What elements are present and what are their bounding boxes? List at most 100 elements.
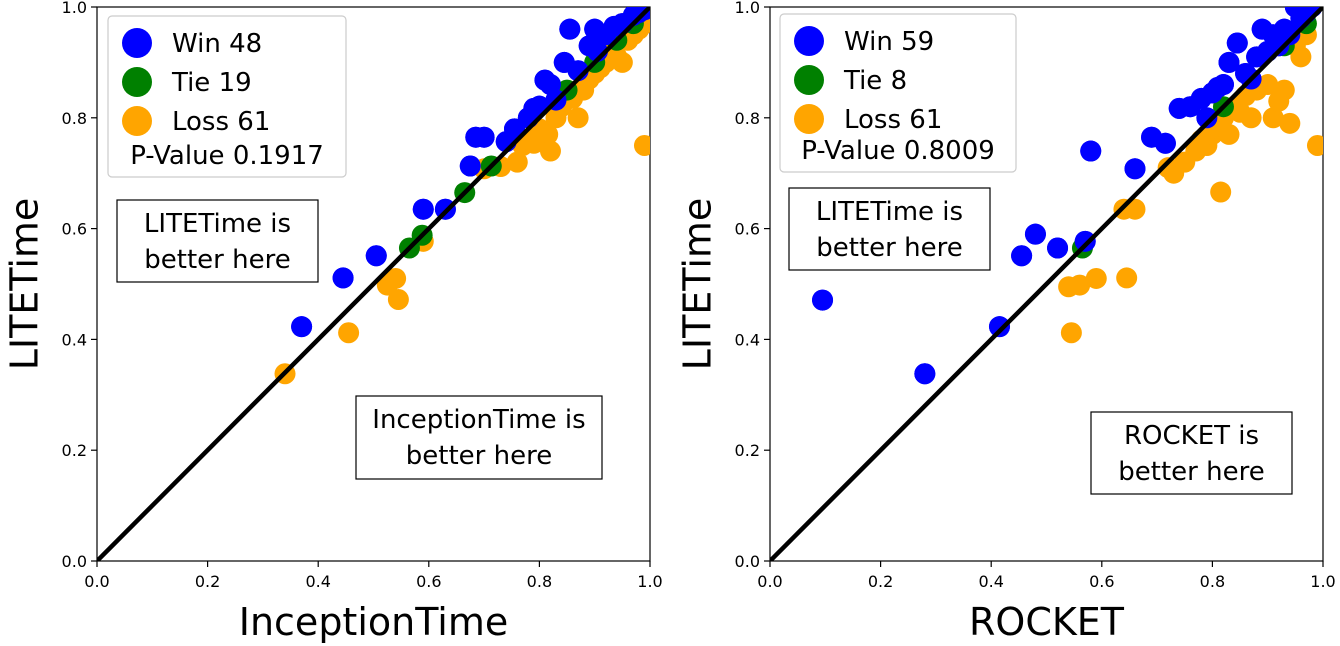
y-tick-label: 0.4 <box>735 330 760 349</box>
annotation-text: better here <box>144 245 290 275</box>
scatter-point <box>1218 123 1240 145</box>
x-tick-label: 0.6 <box>416 572 441 591</box>
plot-frame <box>96 6 651 562</box>
annotation-lower-right: ROCKET is better here <box>1090 411 1293 495</box>
y-tick-label: 0.6 <box>735 220 760 239</box>
x-tick-label: 0.0 <box>84 572 109 591</box>
annotation-upper-left: LITETime is better here <box>116 199 319 283</box>
scatter-point <box>1116 267 1138 289</box>
scatter-point <box>1011 245 1033 267</box>
x-tick-label: 0.2 <box>195 572 220 591</box>
scatter-point <box>1210 181 1232 203</box>
scatter-point <box>1024 223 1046 245</box>
scatter-point <box>365 245 387 267</box>
y-tick-label: 1.0 <box>62 0 87 17</box>
scatter-point <box>332 267 354 289</box>
y-axis-label: LITETime <box>676 198 720 371</box>
legend-entry: Tie 8 <box>843 66 907 96</box>
legend-entry: Win 48 <box>172 29 262 59</box>
y-tick-label: 0.0 <box>62 552 87 571</box>
y-tick-label: 0.6 <box>62 220 87 239</box>
x-tick-label: 1.0 <box>637 572 662 591</box>
legend-marker <box>794 104 824 134</box>
x-tick-label: 0.4 <box>978 572 1003 591</box>
diagonal-line <box>770 7 1323 561</box>
scatter-point <box>1290 46 1312 68</box>
y-tick-label: 0.0 <box>735 552 760 571</box>
diagonal-line <box>97 7 650 561</box>
annotation-text: LITETime is <box>144 209 291 239</box>
scatter-point <box>537 123 559 145</box>
scatter-point <box>1196 107 1218 129</box>
scatter-point <box>291 316 313 338</box>
x-tick-label: 1.0 <box>1310 572 1335 591</box>
legend-marker <box>122 106 152 136</box>
legend-entry: Tie 19 <box>171 68 252 98</box>
scatter-point <box>1069 274 1091 296</box>
legend-box <box>779 13 1017 173</box>
scatter-point <box>988 316 1010 338</box>
scatter-point <box>1080 140 1102 162</box>
y-tick-label: 1.0 <box>735 0 760 17</box>
annotation-box <box>355 395 603 480</box>
annotation-text: better here <box>406 441 552 471</box>
x-tick-label: 0.6 <box>1089 572 1114 591</box>
x-axis-label: InceptionTime <box>239 600 508 644</box>
annotation-box <box>788 187 991 271</box>
scatter-point <box>338 322 360 344</box>
scatter-point <box>459 155 481 177</box>
legend-pvalue: P-Value 0.1917 <box>130 141 324 171</box>
legend: Win 59 Tie 8 Loss 61P-Value 0.8009 <box>779 13 1017 173</box>
chart-panel-1: 0.0 0.2 0.4 0.6 0.8 1.0 0.0 0.2 0.4 0.6 0.8 1.0 Ince… <box>3 0 663 644</box>
annotation-box <box>116 199 319 283</box>
scatter-point <box>1279 112 1301 134</box>
legend-marker <box>794 26 824 56</box>
x-tick-label: 0.8 <box>527 572 552 591</box>
scatter-point <box>1085 267 1107 289</box>
y-tick-label: 0.2 <box>62 441 87 460</box>
scatter-point <box>559 18 581 40</box>
y-tick-label: 0.4 <box>62 330 87 349</box>
scatter-point <box>1226 32 1248 54</box>
legend-entry: Loss 61 <box>844 105 942 135</box>
scatter-point <box>611 51 633 73</box>
y-tick-label: 0.8 <box>62 109 87 128</box>
y-axis-label: LITETime <box>3 198 47 371</box>
x-tick-label: 0.8 <box>1200 572 1225 591</box>
scatter-point <box>633 135 650 156</box>
scatter-point <box>1273 79 1295 101</box>
x-tick-label: 0.2 <box>868 572 893 591</box>
annotation-text: InceptionTime is <box>372 405 585 435</box>
scatter-point <box>412 198 434 220</box>
legend-pvalue: P-Value 0.8009 <box>801 136 995 166</box>
scatter-point <box>1154 132 1176 154</box>
legend-entry: Win 59 <box>844 27 934 57</box>
chart-panel-2: 0.0 0.2 0.4 0.6 0.8 1.0 0.0 0.2 0.4 0.6 0.8 1.0 ROCK… <box>676 0 1336 644</box>
annotation-lower-right: InceptionTime is better here <box>355 395 603 480</box>
scatter-point <box>506 151 528 173</box>
x-tick-label: 0.0 <box>757 572 782 591</box>
scatter-point <box>1257 74 1279 96</box>
legend-marker <box>122 28 152 58</box>
scatter-point <box>1218 51 1240 73</box>
scatter-point <box>1240 107 1262 129</box>
scatter-point <box>1212 74 1234 96</box>
y-tick-label: 0.2 <box>735 441 760 460</box>
scatter-point <box>1074 230 1096 252</box>
scatter-point <box>1047 237 1069 259</box>
legend: Win 48 Tie 19 Loss 61 P-Value 0.1917 <box>107 15 347 178</box>
scatter-point <box>567 107 589 129</box>
scatter-point <box>1262 107 1284 129</box>
legend-marker <box>794 65 824 95</box>
scatter-point <box>1124 198 1146 220</box>
annotation-text: better here <box>1118 457 1264 487</box>
scatter-point <box>1279 24 1301 46</box>
annotation-text: better here <box>816 233 962 263</box>
annotation-upper-left: LITETime is better here <box>788 187 991 271</box>
legend-entry: Loss 61 <box>172 107 270 137</box>
scatter-point <box>1306 135 1323 156</box>
scatter-point <box>387 289 409 311</box>
scatter-point <box>1124 158 1146 180</box>
annotation-text: LITETime is <box>816 197 963 227</box>
